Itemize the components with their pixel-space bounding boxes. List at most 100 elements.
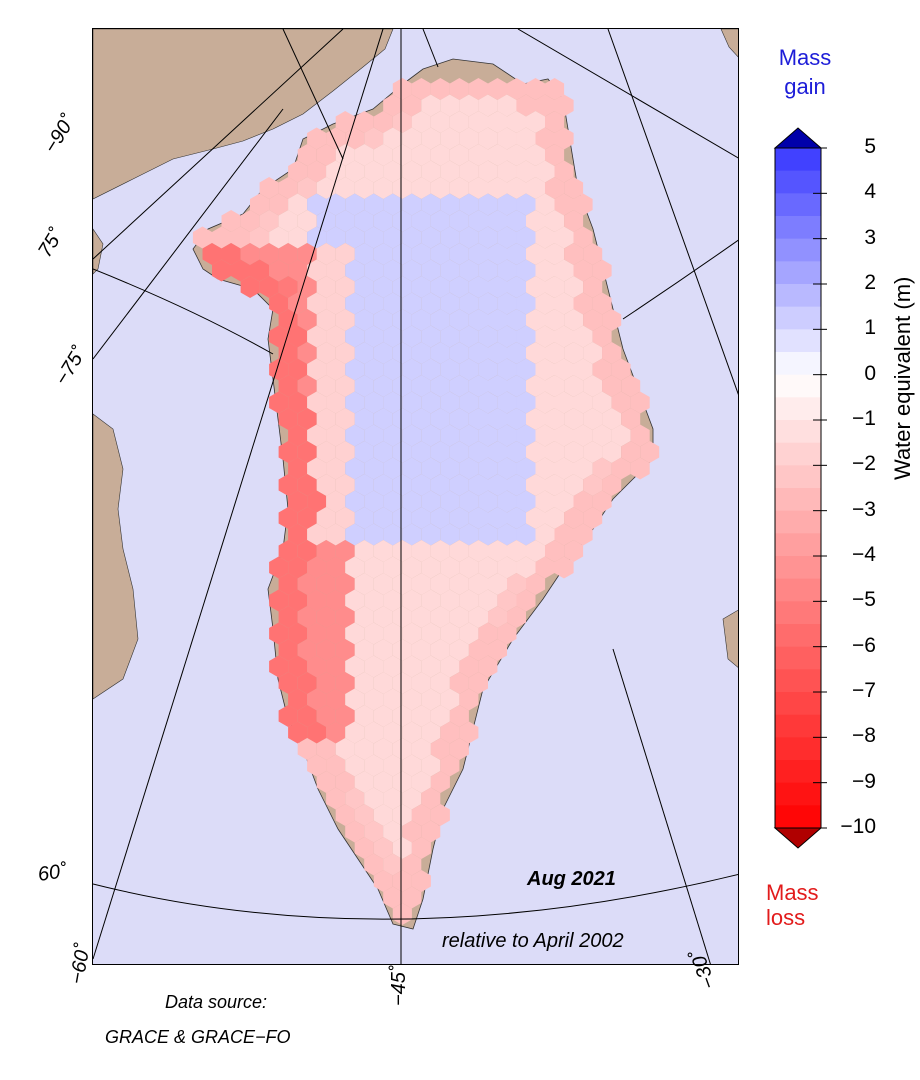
mass-cell [545, 408, 565, 430]
mass-cell [507, 111, 526, 133]
mass-cell [440, 193, 460, 216]
mass-cell [402, 424, 422, 447]
mass-cell [354, 738, 374, 760]
mass-cell [354, 342, 374, 364]
mass-cell [373, 738, 393, 760]
mass-cell [459, 721, 479, 744]
mass-cell [316, 441, 336, 463]
mass-cell [364, 655, 384, 678]
mass-cell [421, 721, 441, 744]
colorbar-frame [774, 147, 822, 829]
colorbar-step [775, 148, 821, 172]
mass-cell [554, 391, 574, 414]
mass-cell [507, 408, 526, 430]
mass-cell [507, 606, 526, 628]
mass-cell [611, 358, 631, 381]
mass-cell [516, 523, 536, 546]
mass-cell [307, 358, 327, 381]
mass-cell [364, 688, 384, 711]
mass-cell [421, 490, 441, 513]
mass-cell [307, 259, 327, 282]
mass-cell [364, 226, 384, 249]
mass-cell [297, 342, 317, 364]
mass-cell [573, 457, 593, 480]
mass-cell [373, 210, 393, 232]
mass-cell [497, 94, 517, 117]
mass-cell [335, 804, 355, 826]
mass-cell [488, 408, 507, 430]
mass-cell [278, 474, 298, 496]
mass-cell [278, 276, 298, 298]
mass-cell [383, 424, 403, 447]
mass-cell [478, 358, 498, 381]
lon-line-minus30 [612, 648, 711, 964]
mass-cell [526, 507, 546, 529]
mass-loss-label: Mass loss [766, 880, 819, 930]
mass-cell [497, 490, 517, 513]
mass-cell [478, 622, 498, 645]
mass-cell [430, 210, 450, 232]
mass-cell [507, 210, 526, 232]
mass-cell [345, 688, 365, 711]
mass-cell [411, 573, 431, 595]
mass-cell [516, 160, 536, 183]
mass-cell [545, 276, 565, 298]
mass-cell [430, 375, 450, 397]
mass-cell [430, 639, 450, 661]
mass-cell [335, 672, 355, 694]
mass-cell [383, 226, 403, 249]
mass-cell [526, 573, 546, 595]
mass-cell [449, 276, 469, 298]
mass-cell [488, 573, 507, 595]
mass-cell [354, 771, 374, 793]
mass-cell [316, 408, 336, 430]
mass-cell [430, 342, 450, 364]
mass-cell [288, 556, 308, 579]
mass-cell [354, 177, 374, 199]
mass-cell [411, 342, 431, 364]
mass-cell [526, 342, 546, 364]
mass-cell [488, 639, 507, 661]
mass-cell [488, 309, 507, 331]
mass-cell [373, 771, 393, 793]
mass-cell [278, 540, 298, 562]
mass-cell [392, 771, 412, 793]
mass-cell [430, 408, 450, 430]
mass-cell [373, 309, 393, 331]
mass-cell [459, 655, 479, 678]
mass-cell [411, 78, 431, 100]
colorbar-step [775, 578, 821, 602]
mass-cell [278, 375, 298, 397]
mass-cell [326, 391, 346, 414]
colorbar-step [775, 193, 821, 217]
mass-cell [411, 672, 431, 694]
mass-cell [611, 391, 631, 414]
mass-cell [345, 820, 365, 843]
mass-cell [402, 94, 422, 117]
mass-cell [564, 243, 584, 265]
mass-cell [269, 622, 289, 645]
mass-cell [526, 144, 546, 166]
mass-cell [297, 507, 317, 529]
mass-cell [507, 342, 526, 364]
mass-cell [392, 111, 412, 133]
mass-cell [288, 391, 308, 414]
mass-cell [411, 507, 431, 529]
mass-cell [516, 391, 536, 414]
mass-cell [364, 127, 384, 150]
mass-cell [526, 540, 546, 562]
mass-cell [383, 556, 403, 579]
mass-cell [307, 160, 327, 183]
mass-cell [383, 193, 403, 216]
mass-cell [354, 705, 374, 727]
lon-line-minus15 [607, 29, 738, 395]
mass-cell [411, 408, 431, 430]
mass-cell [545, 210, 565, 232]
mass-cell [516, 589, 536, 612]
mass-cell [354, 408, 374, 430]
mass-cell [278, 309, 298, 331]
mass-cell [449, 111, 469, 133]
mass-cell [326, 490, 346, 513]
mass-cell [250, 193, 270, 216]
mass-cell [430, 804, 450, 826]
